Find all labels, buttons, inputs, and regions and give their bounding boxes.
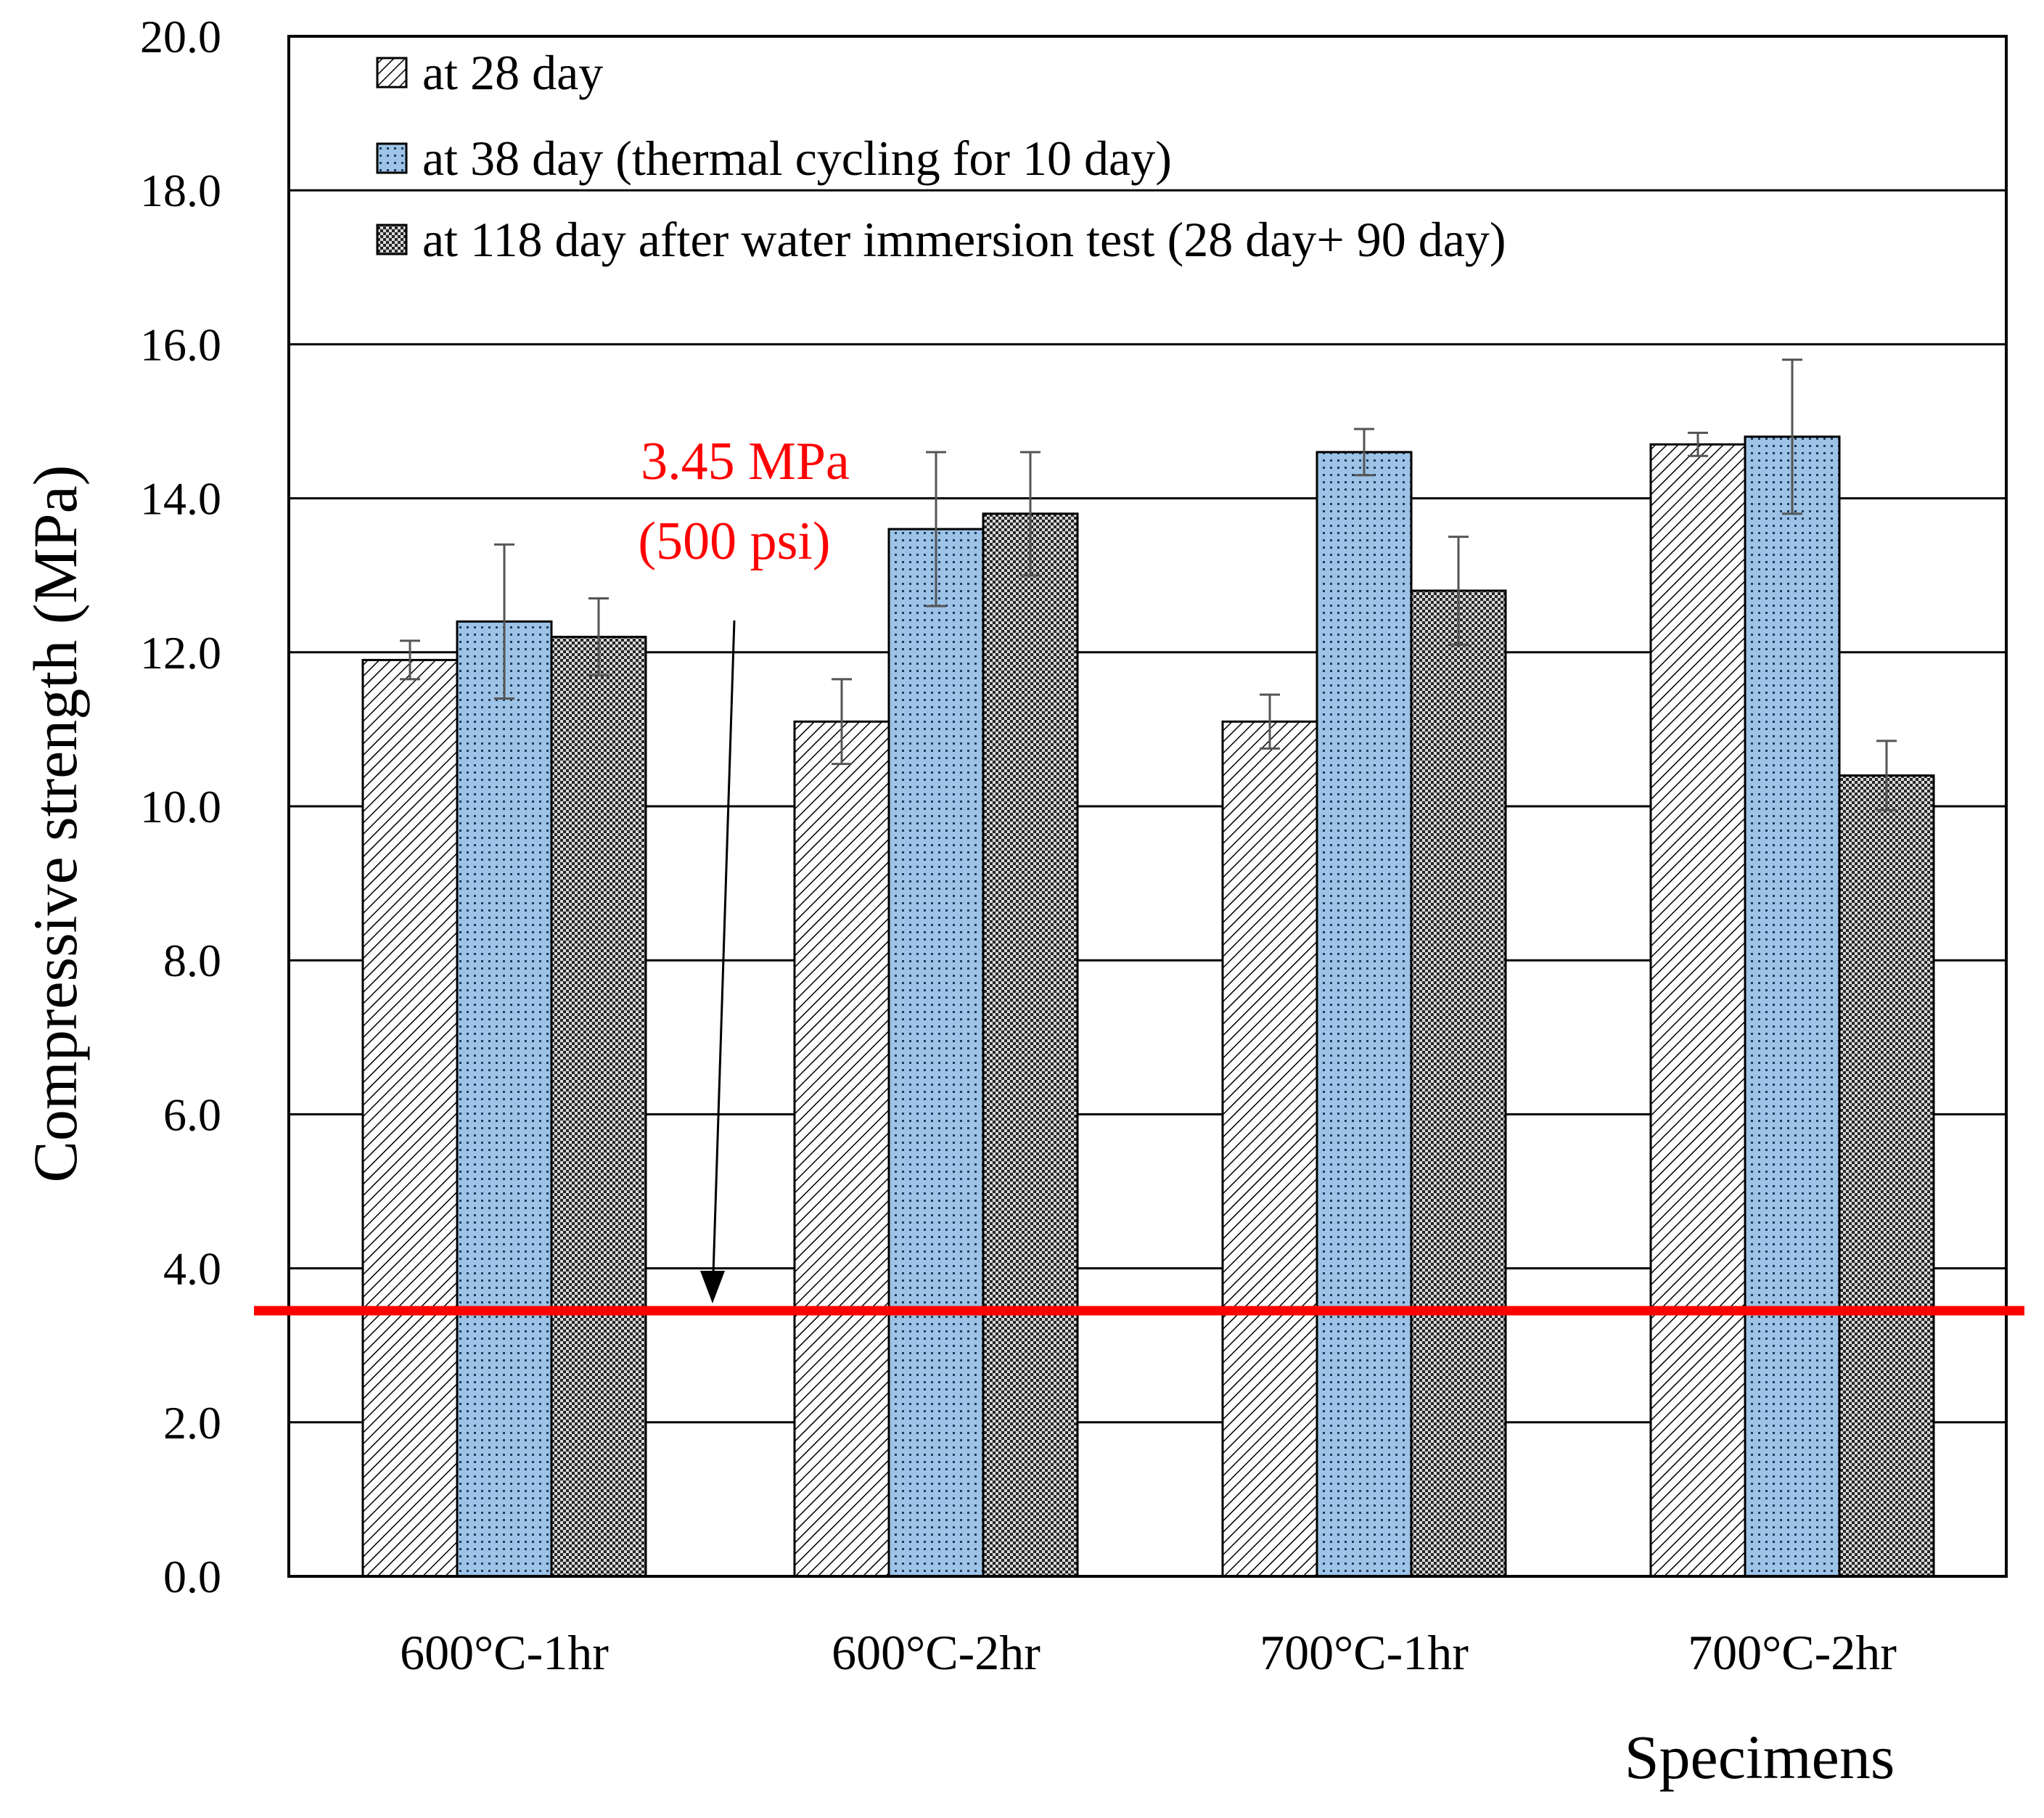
y-tick-label: 0.0 xyxy=(163,1551,221,1602)
y-tick-label: 10.0 xyxy=(140,781,221,832)
legend-label-2: at 38 day (thermal cycling for 10 day) xyxy=(422,131,1172,186)
legend-label-3: at 118 day after water immersion test (2… xyxy=(422,212,1506,267)
reference-label-value: 3.45 MPa xyxy=(641,432,850,491)
y-tick-label: 4.0 xyxy=(163,1243,221,1295)
y-tick-label: 14.0 xyxy=(140,473,221,525)
x-category-label: 700°C-2hr xyxy=(1688,1625,1897,1680)
bar-2 xyxy=(887,528,985,1578)
reference-line-group: 3.45 MPa (500 psi) xyxy=(254,432,2024,1316)
y-tick-label: 2.0 xyxy=(163,1397,221,1449)
bar-3 xyxy=(1410,589,1507,1578)
y-tick-label: 6.0 xyxy=(163,1089,221,1140)
y-tick-label: 12.0 xyxy=(140,627,221,679)
bar-3 xyxy=(982,512,1079,1578)
bar-2 xyxy=(1744,435,1841,1578)
bars xyxy=(361,435,1935,1578)
legend: at 28 day at 38 day (thermal cycling for … xyxy=(376,45,1506,267)
error-bars xyxy=(400,359,1897,811)
y-tick-label: 16.0 xyxy=(140,319,221,370)
y-axis-title: Compressive strength (MPa) xyxy=(20,465,90,1183)
bar-3 xyxy=(550,636,647,1578)
y-tick-label: 18.0 xyxy=(140,165,221,216)
reference-label-psi: (500 psi) xyxy=(638,512,830,571)
bar-1 xyxy=(1649,443,1747,1578)
legend-swatch-1 xyxy=(376,57,408,89)
x-category-label: 600°C-2hr xyxy=(832,1625,1041,1680)
legend-swatch-3 xyxy=(376,224,408,255)
bar-2 xyxy=(1316,451,1413,1578)
bar-1 xyxy=(361,658,459,1578)
reference-arrow-shaft xyxy=(712,620,736,1275)
bar-3 xyxy=(1838,774,1935,1578)
bar-1 xyxy=(1221,720,1318,1578)
x-category-label: 700°C-1hr xyxy=(1260,1625,1469,1680)
y-tick-label: 8.0 xyxy=(163,935,221,986)
x-axis-title: Specimens xyxy=(1625,1722,1895,1792)
y-tick-labels: 0.0 2.0 4.0 6.0 8.0 10.0 12.0 14.0 16.0 18.0 20.0 xyxy=(140,11,221,1602)
x-category-labels: 600°C-1hr 600°C-2hr 700°C-1hr 700°C-2hr xyxy=(400,1625,1897,1680)
plot-area-frame xyxy=(287,35,2008,1578)
x-category-label: 600°C-1hr xyxy=(400,1625,609,1680)
bar-2 xyxy=(456,620,553,1578)
y-tick-label: 20.0 xyxy=(140,11,221,62)
bar-1 xyxy=(793,720,890,1578)
reference-arrow-head xyxy=(700,1270,725,1303)
legend-label-1: at 28 day xyxy=(422,45,603,100)
legend-swatch-2 xyxy=(376,142,408,174)
